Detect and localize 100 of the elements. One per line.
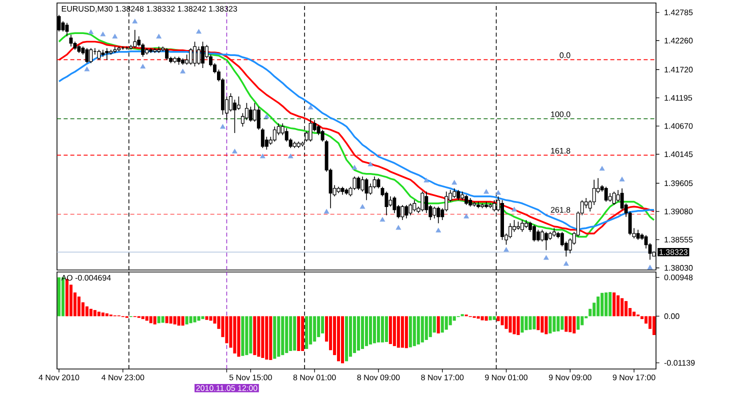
- x-tick-label: 9 Nov 01:00: [485, 374, 528, 380]
- bar: [504, 316, 508, 329]
- point: [100, 32, 106, 36]
- point: [564, 261, 569, 266]
- candlestick: [308, 118, 312, 142]
- bar: [568, 316, 572, 332]
- candlestick: [228, 92, 232, 112]
- candlestick: [604, 186, 608, 202]
- bar: [269, 316, 272, 360]
- bar: [89, 308, 92, 316]
- y-tick-label: 1.41195: [664, 95, 692, 101]
- bar: [520, 316, 524, 333]
- candlestick: [193, 41, 197, 67]
- bar: [428, 316, 432, 338]
- x-tick-label: 5 Nov 15:00: [229, 374, 272, 380]
- bar: [237, 316, 240, 357]
- bar: [556, 316, 560, 332]
- point: [264, 114, 270, 118]
- bar: [632, 312, 636, 316]
- x-tick-label: 8 Nov 17:00: [421, 374, 464, 380]
- bar: [101, 312, 104, 316]
- bar: [576, 316, 580, 330]
- bar: [604, 292, 608, 316]
- point: [88, 30, 94, 34]
- candlestick: [85, 48, 89, 64]
- point: [196, 29, 202, 34]
- bar: [488, 316, 492, 320]
- bar: [97, 312, 100, 316]
- bar: [476, 316, 480, 319]
- candlestick: [69, 34, 73, 47]
- bar: [532, 316, 536, 330]
- bar: [436, 316, 440, 334]
- bar: [261, 316, 264, 358]
- point: [424, 178, 429, 182]
- bar: [388, 316, 392, 344]
- bar: [301, 316, 304, 351]
- candlestick: [189, 48, 193, 66]
- point: [132, 18, 138, 24]
- candlestick: [260, 128, 264, 148]
- candlestick: [452, 188, 456, 198]
- candlestick: [436, 206, 440, 224]
- point: [619, 176, 625, 182]
- x-tick-label: 8 Nov 09:00: [357, 374, 400, 380]
- candlestick: [105, 48, 109, 60]
- y-tick-label: 0.00: [664, 313, 680, 320]
- bar: [181, 316, 184, 326]
- annotation: 261.8: [550, 206, 570, 213]
- candlestick: [388, 196, 392, 208]
- candlestick: [408, 202, 412, 216]
- candlestick: [544, 231, 548, 251]
- point: [260, 154, 266, 158]
- candlestick: [592, 179, 596, 206]
- bar: [564, 316, 568, 332]
- bar: [408, 316, 412, 348]
- bar: [508, 316, 512, 333]
- bar: [396, 316, 400, 348]
- bar: [412, 316, 416, 346]
- bar: [185, 316, 188, 324]
- bar: [141, 316, 144, 320]
- candlestick: [201, 41, 204, 68]
- candlestick: [256, 106, 260, 130]
- bar: [356, 316, 360, 351]
- x-tick-label: 9 Nov 17:00: [612, 374, 656, 380]
- candlestick: [536, 229, 540, 242]
- point: [496, 190, 501, 195]
- bar: [193, 316, 196, 322]
- bar: [492, 316, 496, 320]
- y-tick-label: 1.38555: [664, 236, 693, 242]
- candlestick: [272, 126, 276, 142]
- bar: [552, 316, 556, 332]
- bar: [528, 316, 532, 330]
- bar: [544, 316, 548, 334]
- point: [308, 104, 314, 110]
- bar: [189, 316, 192, 324]
- bar: [384, 316, 388, 342]
- bar: [536, 316, 540, 330]
- point: [504, 247, 509, 252]
- bar: [484, 316, 488, 321]
- point: [352, 164, 358, 170]
- bar: [313, 316, 316, 342]
- bar: [596, 296, 600, 316]
- point: [84, 66, 90, 72]
- bar: [348, 316, 352, 357]
- annotation: 100.0: [551, 111, 570, 118]
- bar: [197, 316, 200, 321]
- candlestick: [532, 224, 536, 242]
- bar: [440, 316, 444, 333]
- bar: [380, 316, 384, 342]
- candlestick: [520, 220, 524, 232]
- bar: [201, 316, 204, 320]
- bar: [245, 316, 248, 356]
- bar: [93, 310, 96, 316]
- candlestick: [392, 196, 396, 214]
- candlestick: [540, 229, 544, 242]
- bar: [640, 316, 644, 320]
- x-tick-label: 4 Nov 2010: [38, 374, 80, 380]
- bar: [560, 316, 564, 330]
- bar: [253, 316, 256, 356]
- candlestick: [232, 99, 236, 134]
- candlestick: [404, 204, 408, 219]
